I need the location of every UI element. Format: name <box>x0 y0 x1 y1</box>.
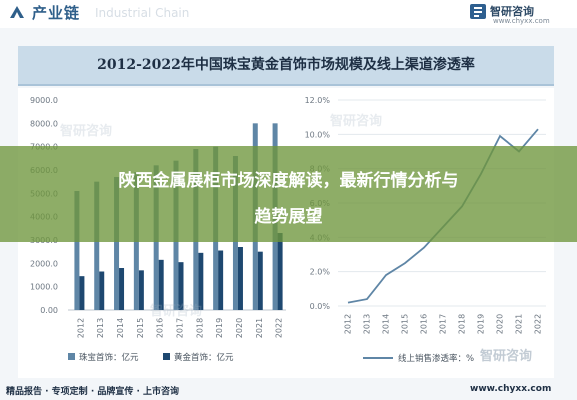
line-x-tick-label: 2020 <box>496 314 505 334</box>
footer-url: www.chyxx.com <box>470 384 552 394</box>
legend-swatch-gold <box>163 353 170 360</box>
bar-y-tick-label: 9000.0 <box>30 96 58 105</box>
line-x-tick-label: 2013 <box>363 314 372 334</box>
gold-bar <box>119 268 125 310</box>
gold-bar <box>257 251 263 310</box>
bar-x-tick-label: 2020 <box>235 318 244 338</box>
bar-x-tick-label: 2017 <box>176 318 185 338</box>
line-x-tick-label: 2012 <box>344 314 353 334</box>
line-x-tick-label: 2015 <box>401 314 410 334</box>
legend-swatch-jewelry <box>68 353 75 360</box>
line-y-tick-label: 12.0% <box>305 96 331 105</box>
gold-bar <box>218 250 224 310</box>
jewelry-bar <box>94 181 100 310</box>
gold-bar <box>198 252 204 310</box>
chart-title-banner: 2012-2022年中国珠宝黄金首饰市场规模及线上渠道渗透率 <box>18 46 554 86</box>
line-x-tick-label: 2021 <box>515 314 524 334</box>
gold-bar <box>237 247 243 310</box>
bar-y-tick-label: 0.00 <box>40 306 58 315</box>
chart-title: 2012-2022年中国珠宝黄金首饰市场规模及线上渠道渗透率 <box>97 57 475 73</box>
gold-bar <box>178 262 184 310</box>
gold-bar <box>158 259 164 310</box>
bar-x-tick-label: 2022 <box>275 318 284 338</box>
line-y-tick-label: 2.0% <box>310 268 331 277</box>
chain-logo-icon <box>10 6 24 18</box>
legend-label-penetration: 线上销售渗透率：% <box>398 353 474 364</box>
line-x-tick-label: 2022 <box>534 314 543 334</box>
footer-services: 精品报告 · 专项定制 · 品牌宣传 · 上市咨询 <box>6 387 180 397</box>
legend-label-gold: 黄金首饰：亿元 <box>174 352 234 363</box>
bar-x-tick-label: 2014 <box>116 318 125 338</box>
line-x-tick-label: 2017 <box>439 314 448 334</box>
bar-x-tick-label: 2013 <box>96 318 105 338</box>
headline-overlay: 陕西金属展柜市场深度解读，最新行情分析与 趋势展望 <box>0 146 577 242</box>
watermark: 智研咨询 <box>330 114 383 129</box>
headline-line-1: 陕西金属展柜市场深度解读，最新行情分析与 <box>118 171 459 191</box>
jewelry-bar <box>114 177 120 310</box>
line-x-tick-label: 2016 <box>420 314 429 334</box>
header-watermark: Industrial Chain <box>95 6 190 20</box>
watermark: 智研咨询 <box>150 304 203 319</box>
bar-x-tick-label: 2019 <box>215 318 224 338</box>
gold-bar <box>277 233 283 310</box>
bar-y-tick-label: 2000.0 <box>30 259 58 268</box>
top-bar: 产业链 Industrial Chain 智研咨询 www.chyxx.com <box>0 0 577 28</box>
bar-x-tick-label: 2016 <box>156 318 165 338</box>
gold-bar <box>138 270 144 310</box>
watermark: 智研咨询 <box>480 349 533 364</box>
brand-logo-icon <box>470 4 486 19</box>
gold-bar <box>79 276 85 310</box>
line-x-tick-label: 2014 <box>382 314 391 334</box>
gold-bar <box>99 271 105 310</box>
bar-y-tick-label: 1000.0 <box>30 283 58 292</box>
bar-x-tick-label: 2018 <box>195 318 204 338</box>
bar-x-tick-label: 2021 <box>255 318 264 338</box>
bar-x-tick-label: 2015 <box>136 318 145 338</box>
jewelry-bar <box>74 191 80 310</box>
section-title: 产业链 <box>32 4 81 22</box>
brand-name: 智研咨询 <box>490 5 534 18</box>
bar-y-tick-label: 8000.0 <box>30 119 58 128</box>
line-x-tick-label: 2018 <box>458 314 467 334</box>
watermark: 智研咨询 <box>60 124 113 139</box>
brand-url: www.chyxx.com <box>493 17 550 25</box>
legend-label-jewelry: 珠宝首饰：亿元 <box>79 352 139 363</box>
line-y-tick-label: 10.0% <box>305 130 331 139</box>
bar-x-tick-label: 2012 <box>76 318 85 338</box>
line-x-tick-label: 2019 <box>477 314 486 334</box>
headline-line-2: 趋势展望 <box>254 207 323 227</box>
line-y-tick-label: 0.0% <box>310 302 331 311</box>
